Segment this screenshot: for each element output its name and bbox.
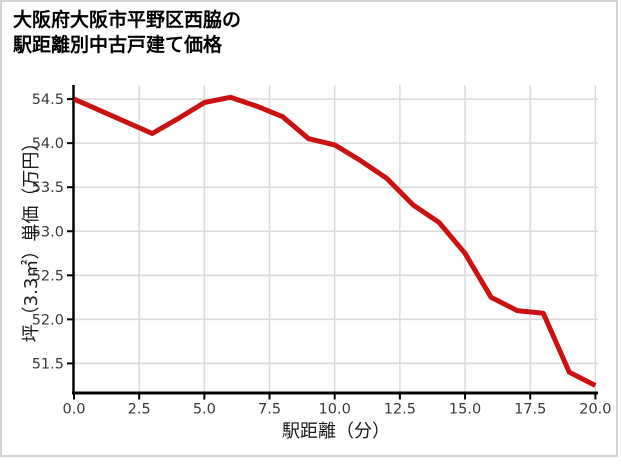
price-line-series — [72, 94, 597, 388]
x-tick-label: 5.0 — [193, 402, 216, 418]
y-tick-labels: 51.5 52.0 52.5 53.0 53.5 54.0 54.5 — [32, 92, 64, 372]
x-gridlines — [138, 85, 597, 393]
x-tick-label: 7.5 — [258, 402, 281, 418]
y-tick-label: 53.5 — [32, 180, 64, 196]
y-tick-label: 53.0 — [32, 224, 64, 240]
x-tick-label: 0.0 — [62, 402, 85, 418]
tick-marks — [67, 98, 597, 400]
x-tick-label: 15.0 — [449, 402, 481, 418]
axis-spines — [72, 85, 598, 395]
y-tick-label: 51.5 — [32, 356, 64, 372]
y-tick-label: 52.5 — [32, 268, 64, 284]
y-tick-label: 54.0 — [32, 136, 64, 152]
x-tick-label: 12.5 — [384, 402, 416, 418]
chart-title-line2: 駅距離別中古戸建て価格 — [13, 34, 223, 56]
x-tick-label: 20.0 — [579, 402, 611, 418]
x-axis-label: 駅距離（分） — [282, 421, 390, 442]
y-gridlines — [74, 98, 598, 365]
x-tick-label: 2.5 — [128, 402, 151, 418]
y-axis-label: 坪（3.3㎡）単価（万円） — [21, 133, 42, 343]
x-tick-label: 10.0 — [319, 402, 351, 418]
y-tick-label: 54.5 — [32, 92, 64, 108]
chart-title: 大阪府大阪市平野区西脇の 駅距離別中古戸建て価格 — [13, 8, 241, 58]
x-tick-labels: 0.0 2.5 5.0 7.5 10.0 12.5 15.0 17.5 20.0 — [62, 402, 611, 418]
chart-title-line1: 大阪府大阪市平野区西脇の — [13, 9, 242, 31]
y-tick-label: 52.0 — [32, 312, 64, 328]
x-tick-label: 17.5 — [514, 402, 546, 418]
chart-frame — [0, 0, 618, 457]
